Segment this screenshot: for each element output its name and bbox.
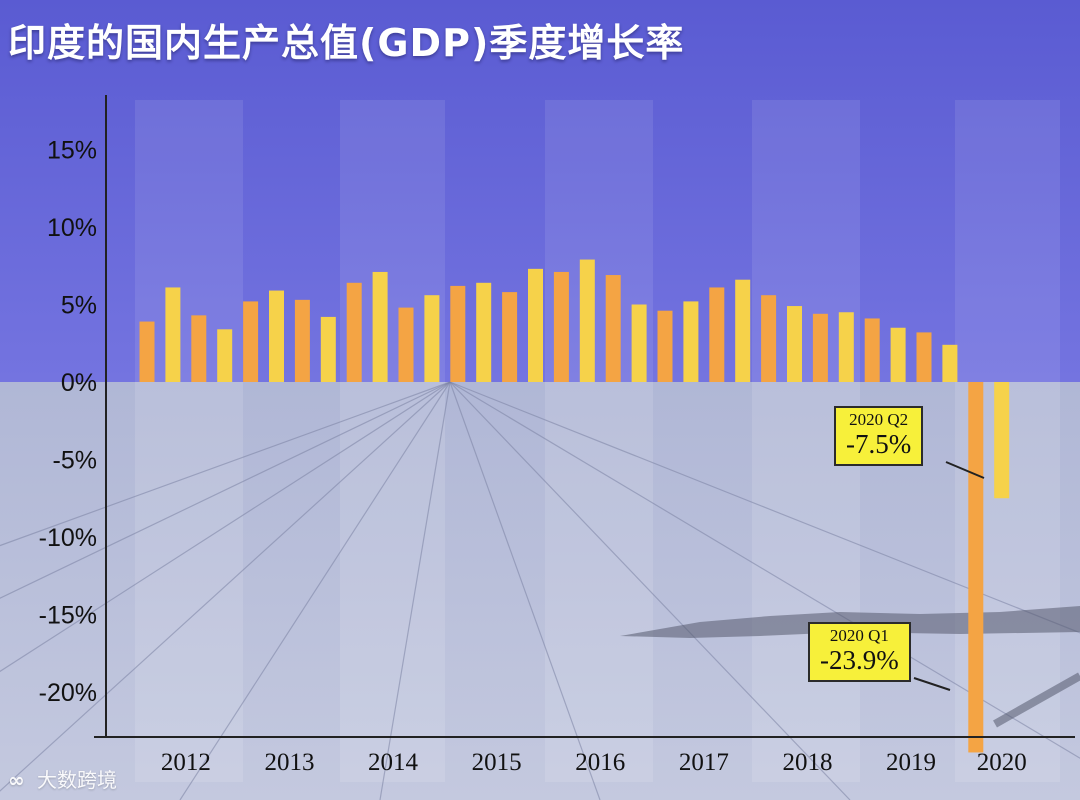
background-stripes (135, 100, 1060, 782)
y-tick-label: 5% (61, 292, 97, 320)
watermark-text: 大数跨境 (37, 768, 118, 792)
bar-q16 (528, 268, 543, 382)
y-tick-label: -20% (39, 679, 97, 707)
y-tick-label: -5% (53, 447, 97, 475)
x-year-label: 2013 (264, 749, 314, 776)
x-year-label: 2019 (886, 749, 936, 776)
callout-pointer-q2 (945, 461, 985, 479)
bar-q33 (968, 382, 984, 753)
bar-q29 (864, 318, 880, 382)
x-year-label: 2015 (472, 749, 522, 776)
bar-q25 (761, 295, 777, 382)
y-tick-label: 10% (47, 214, 97, 242)
y-tick-labels: 15% 10% 5% 0% -5% -10% -15% -20% (39, 137, 97, 708)
callout-q2-value: -7.5% (846, 428, 912, 459)
floor-line (449, 381, 1080, 759)
x-year-label: 2020 (977, 749, 1027, 776)
x-year-label: 2017 (679, 749, 729, 776)
bars-group (139, 259, 1010, 753)
bar-q2 (165, 287, 181, 382)
floor-line (179, 381, 451, 800)
background-shadow-stroke (993, 672, 1080, 728)
bar-q19 (605, 275, 621, 382)
background-stripe (955, 100, 1060, 382)
x-year-label: 2018 (782, 749, 832, 776)
bar-q26 (787, 306, 802, 382)
bar-q23 (709, 287, 725, 382)
bar-q6 (269, 290, 284, 382)
bar-q12 (424, 295, 440, 382)
bar-q10 (372, 271, 388, 382)
bar-q7 (294, 299, 310, 382)
bar-q11 (398, 307, 414, 382)
callout-q2-label: 2020 Q2 (849, 410, 909, 429)
callout-2020-q2: 2020 Q2 -7.5% (834, 406, 924, 467)
background-stripe-lower (135, 382, 243, 782)
background-stripe-lower (340, 382, 445, 782)
bar-q21 (657, 310, 673, 382)
bar-q15 (502, 292, 518, 382)
callout-2020-q1: 2020 Q1 -23.9% (808, 622, 911, 683)
bar-q14 (476, 282, 492, 382)
floor-line (0, 381, 451, 599)
y-tick-label: -10% (39, 524, 97, 552)
bar-q4 (217, 329, 233, 382)
bar-q1 (139, 321, 155, 382)
bar-q8 (320, 316, 336, 382)
bar-q9 (346, 282, 362, 382)
bar-q32 (942, 344, 958, 382)
background-floor-lines (0, 381, 1080, 800)
watermark: ∞ 大数跨境 (8, 764, 117, 793)
wechat-logo-icon: ∞ (8, 768, 25, 792)
bar-q17 (553, 271, 569, 382)
floor-line (0, 381, 451, 792)
bar-q30 (890, 327, 906, 382)
x-year-labels: 2012 2013 2014 2015 2016 2017 2018 2019 2020 (161, 749, 1027, 776)
y-tick-label: -15% (39, 602, 97, 630)
x-year-label: 2016 (575, 749, 625, 776)
y-tick-label: 15% (47, 137, 97, 165)
floor-line (449, 381, 601, 800)
callout-q1-value: -23.9% (820, 644, 899, 675)
callout-q1-label: 2020 Q1 (829, 626, 889, 645)
bar-q18 (579, 259, 595, 382)
y-tick-label: 0% (61, 369, 97, 397)
bar-q20 (631, 304, 647, 382)
bar-q5 (243, 301, 259, 382)
floor-line (0, 381, 451, 673)
floor-line (379, 381, 451, 800)
floor-line (0, 381, 451, 547)
bar-q22 (683, 301, 699, 382)
bar-q31 (916, 332, 932, 382)
floor-line (449, 381, 851, 800)
x-year-label: 2012 (161, 749, 211, 776)
bar-q24 (735, 279, 751, 382)
callout-pointer-q1 (913, 677, 951, 691)
chart-title: 印度的国内生产总值(GDP)季度增长率 (8, 21, 685, 65)
bar-q28 (838, 312, 854, 382)
bar-q13 (450, 285, 466, 382)
bar-q34 (994, 382, 1010, 499)
bar-q3 (191, 315, 207, 382)
background-stripe-lower (545, 382, 653, 782)
x-year-label: 2014 (368, 749, 419, 776)
bar-q27 (812, 313, 828, 382)
